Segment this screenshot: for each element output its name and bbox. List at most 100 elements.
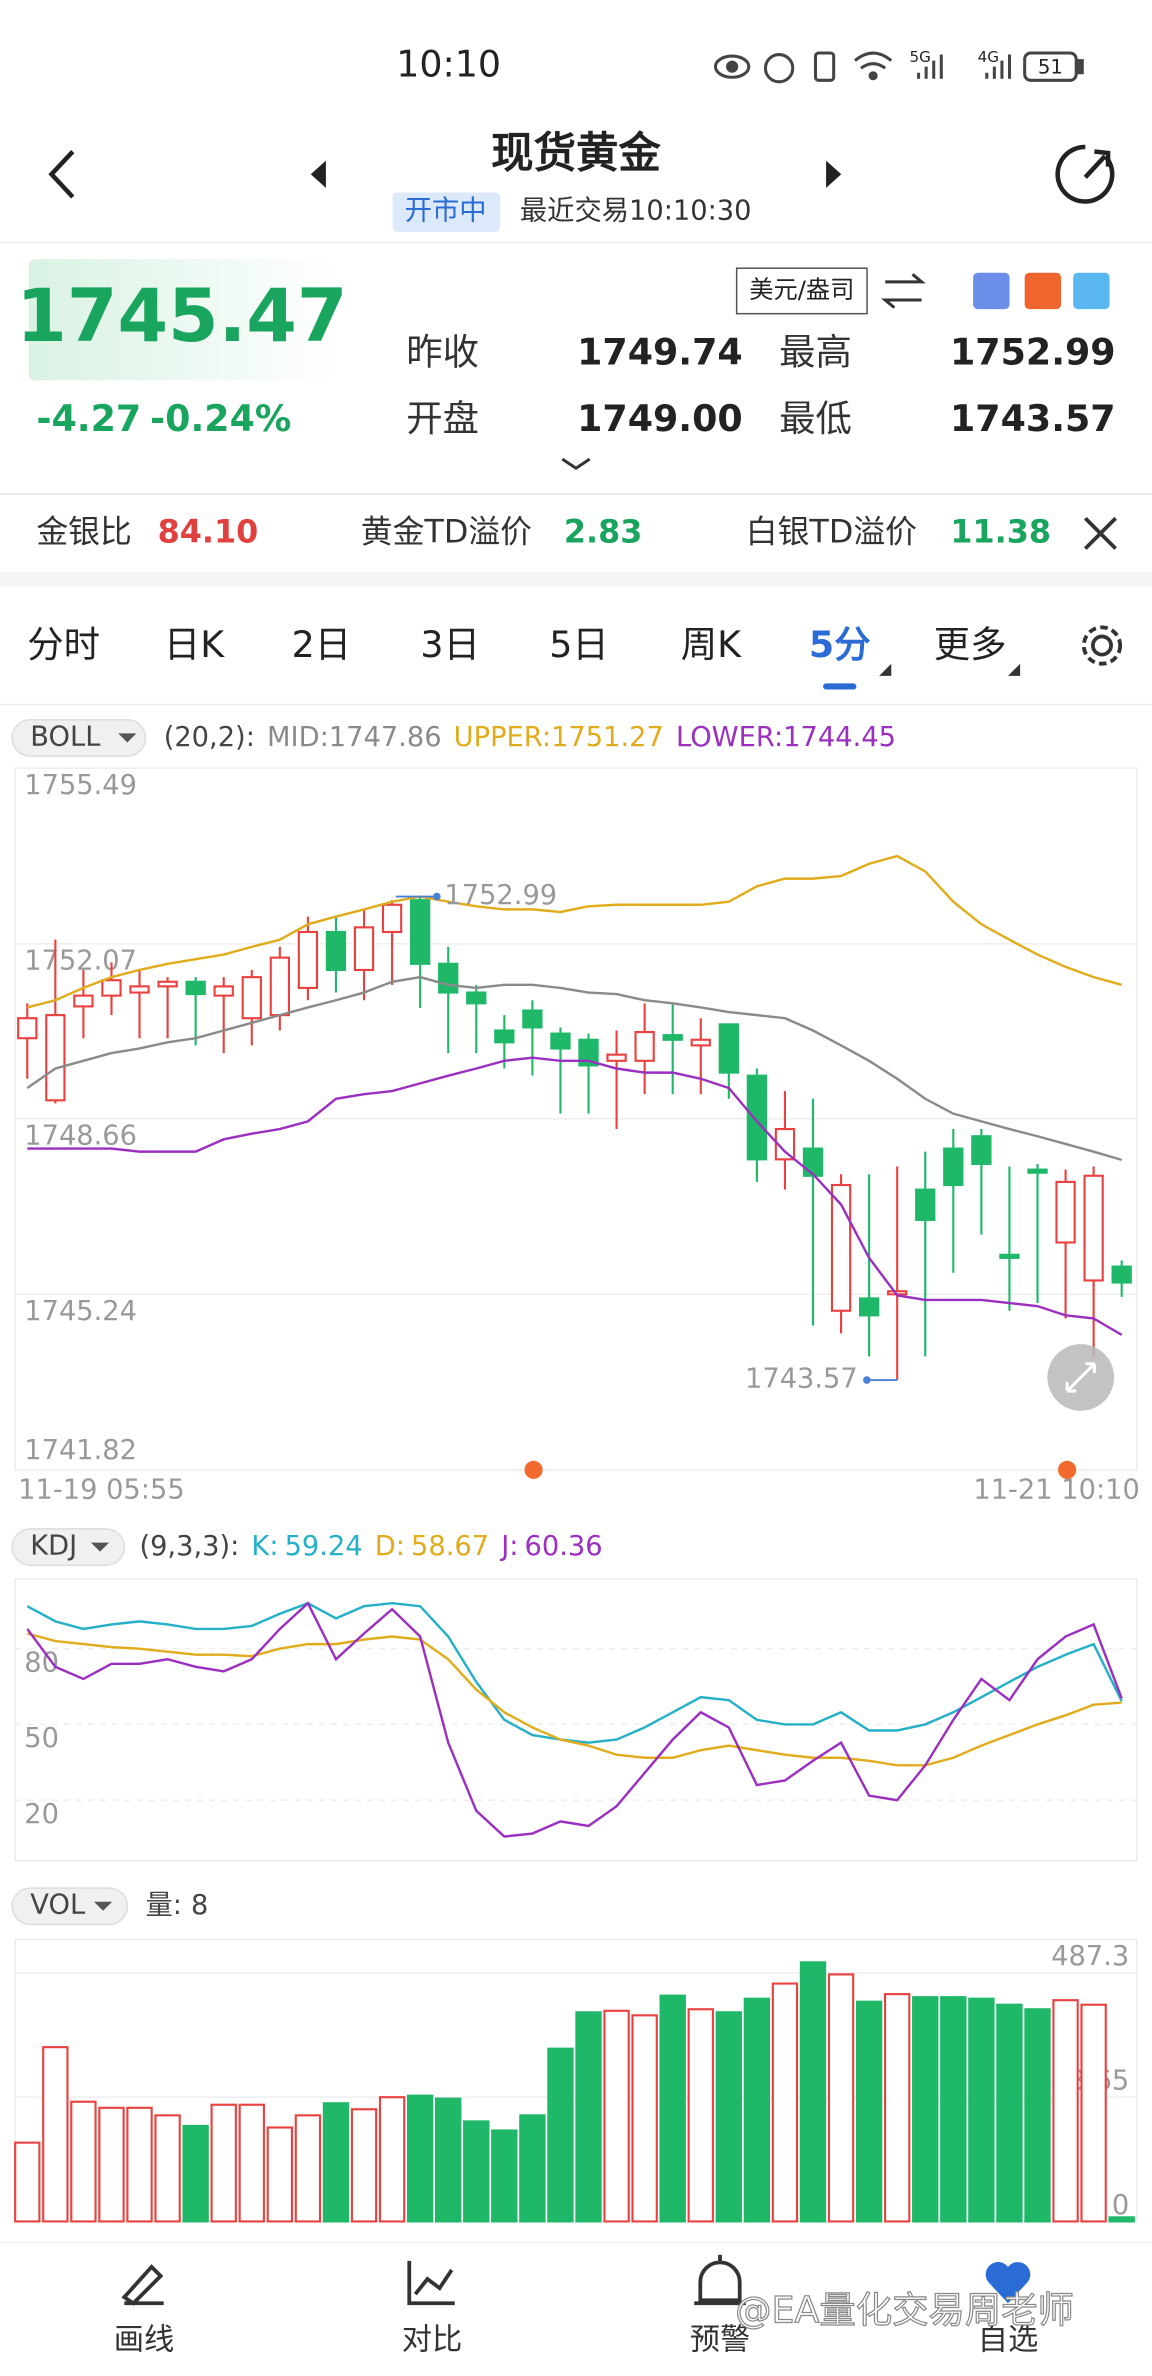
- tool-icon[interactable]: [973, 272, 1010, 310]
- signal-label: 4G: [978, 48, 999, 66]
- event-marker[interactable]: [524, 1460, 543, 1479]
- y-tick-label: 1755.49: [24, 770, 137, 801]
- indicator-line: [26, 1601, 1123, 1838]
- volume-bar: [491, 2129, 518, 2223]
- legend-name: UPPER:: [454, 721, 551, 752]
- legend-value: 59.24: [285, 1531, 363, 1562]
- annotation-dot: [433, 892, 441, 901]
- nav-label[interactable]: 预警: [690, 2323, 751, 2358]
- pill-arrow: [90, 1542, 110, 1552]
- indicator-legend: (20,2): MID:1747.86 UPPER:1751.27 LOWER:174…: [164, 721, 896, 752]
- candle-body: [297, 930, 319, 989]
- tab[interactable]: 周K: [681, 623, 742, 666]
- y-tick-label: 1741.82: [24, 1435, 137, 1466]
- volume-bar: [126, 2106, 153, 2223]
- volume-bar: [603, 2009, 630, 2223]
- legend-name: LOWER:: [676, 721, 783, 752]
- candle-body: [129, 985, 150, 994]
- candle-body: [213, 985, 234, 997]
- ratio-value: 84.10: [158, 512, 259, 550]
- market-status: 开市中: [405, 196, 487, 227]
- candle-body: [73, 994, 94, 1008]
- next-button[interactable]: [826, 160, 842, 188]
- candle-body: [971, 1135, 992, 1166]
- ratio-label: 白银TD溢价: [746, 512, 917, 550]
- low-annotation: 1743.57: [745, 1364, 858, 1395]
- candle-body: [269, 956, 290, 1017]
- close-button[interactable]: [1083, 516, 1117, 550]
- indicator-legend: 量: 8: [146, 1890, 209, 1921]
- candle-body: [830, 1183, 852, 1312]
- candle-body: [241, 976, 262, 1020]
- swap-icon[interactable]: [881, 273, 926, 309]
- candle-body: [550, 1032, 571, 1050]
- tab[interactable]: 日K: [164, 623, 225, 666]
- tab[interactable]: 更多: [934, 623, 1007, 666]
- spacer: [0, 571, 1152, 587]
- candle-body: [185, 980, 206, 996]
- tab[interactable]: 3日: [420, 623, 480, 666]
- volume-bar: [912, 1996, 939, 2223]
- stat-value: 1749.00: [577, 397, 743, 440]
- candle-body: [381, 903, 403, 934]
- nav-icon[interactable]: [407, 2260, 455, 2306]
- tool-icon[interactable]: [1073, 272, 1110, 310]
- nav-label[interactable]: 对比: [402, 2323, 463, 2358]
- candle-body: [634, 1031, 655, 1062]
- legend-params: (20,2):: [164, 721, 255, 752]
- candle-body: [1055, 1180, 1076, 1244]
- candle-body: [943, 1147, 964, 1187]
- indicator-pill[interactable]: [11, 1887, 129, 1926]
- nav-icon[interactable]: [121, 2264, 164, 2306]
- tab[interactable]: 2日: [292, 623, 352, 666]
- indicator-line: [26, 1601, 1123, 1744]
- y-tick-label: 20: [24, 1799, 59, 1830]
- indicator-pill[interactable]: [11, 1528, 126, 1567]
- volume-bar: [743, 1997, 771, 2223]
- volume-bar: [378, 2096, 406, 2223]
- candle-body: [157, 980, 178, 988]
- event-marker[interactable]: [1058, 1460, 1077, 1479]
- volume-bar: [14, 2141, 41, 2223]
- tab[interactable]: 分时: [27, 623, 100, 666]
- bottom-nav: 画线 对比 预警 自选: [114, 2323, 1039, 2358]
- candle-body: [662, 1034, 683, 1041]
- legend-value: 1747.86: [329, 721, 442, 752]
- unit-box[interactable]: [735, 267, 868, 315]
- candle-body: [438, 962, 459, 994]
- last-trade: 最近交易10:10:30: [520, 196, 752, 227]
- expand-chevron[interactable]: [561, 457, 591, 471]
- refresh-button[interactable]: [1055, 144, 1115, 204]
- legend-params: (9,3,3):: [139, 1531, 239, 1562]
- ratio-value: 11.38: [950, 512, 1051, 550]
- volume-bar: [266, 2126, 294, 2223]
- indicator-name: KDJ: [30, 1531, 77, 1562]
- nav-label[interactable]: 画线: [114, 2323, 175, 2358]
- volume-bar: [855, 2000, 883, 2223]
- tab[interactable]: 5分: [809, 623, 871, 666]
- candle-body: [606, 1053, 627, 1062]
- volume-bar: [575, 2011, 602, 2223]
- stat-value: 1743.57: [950, 397, 1116, 440]
- y-tick-label: 0: [1112, 2190, 1129, 2221]
- y-tick-label: 1745.24: [24, 1296, 137, 1327]
- volume-bar: [631, 2014, 658, 2223]
- back-button[interactable]: [48, 149, 75, 199]
- candle-body: [494, 1029, 515, 1044]
- nav-label[interactable]: 自选: [978, 2323, 1039, 2358]
- candle-body: [915, 1188, 936, 1221]
- settings-button[interactable]: [1081, 625, 1123, 666]
- tool-icon[interactable]: [1024, 272, 1062, 310]
- tab[interactable]: 5日: [549, 623, 609, 666]
- volume-bar: [98, 2106, 125, 2223]
- indicator-pill[interactable]: [11, 719, 147, 757]
- fullscreen-button[interactable]: [1047, 1344, 1115, 1411]
- candle-body: [17, 1017, 38, 1040]
- tab-bar: 分时 日K 2日 3日 5日 周K 5分 更多: [27, 623, 1007, 690]
- volume-bar: [771, 1982, 799, 2223]
- nav-icon[interactable]: [985, 2262, 1031, 2304]
- nav-icon[interactable]: [694, 2254, 746, 2306]
- prev-button[interactable]: [310, 160, 326, 188]
- price-change-pct: -0.24%: [150, 397, 291, 440]
- candle-body: [746, 1074, 768, 1161]
